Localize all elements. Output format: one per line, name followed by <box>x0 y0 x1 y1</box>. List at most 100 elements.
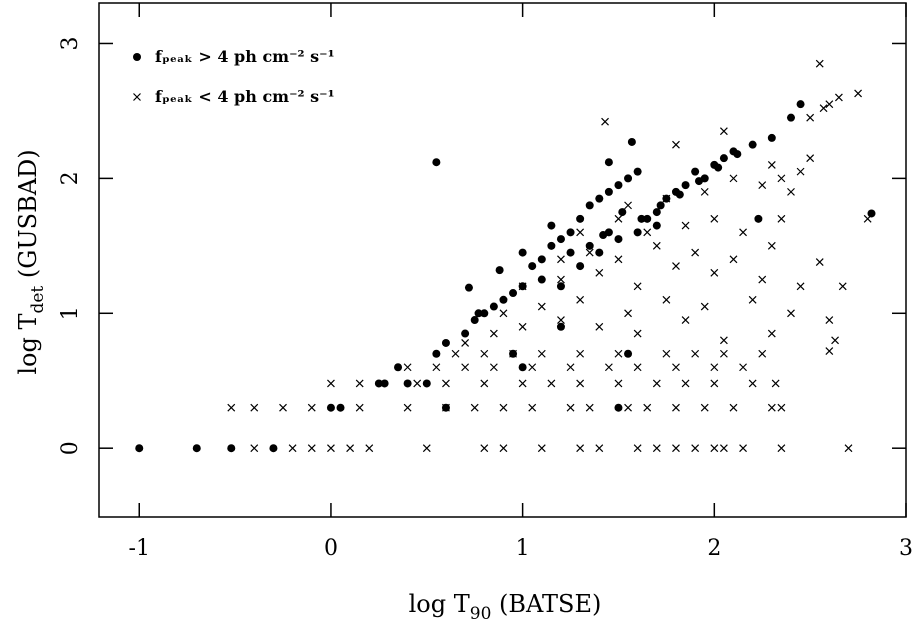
point <box>643 214 652 223</box>
point <box>499 444 508 453</box>
point <box>681 221 690 230</box>
point <box>624 349 633 358</box>
point <box>499 295 508 304</box>
point <box>710 363 719 372</box>
point <box>346 444 355 453</box>
point <box>662 295 671 304</box>
point <box>767 403 776 412</box>
point <box>432 158 441 167</box>
point <box>576 262 585 271</box>
point <box>618 208 627 217</box>
point <box>557 255 565 264</box>
point <box>537 255 546 264</box>
point <box>815 258 824 266</box>
point <box>489 363 498 372</box>
point <box>714 163 723 172</box>
point <box>710 379 719 388</box>
point <box>595 248 604 257</box>
point <box>748 140 757 149</box>
point <box>595 194 604 203</box>
point <box>729 255 738 264</box>
point <box>729 174 738 183</box>
point <box>566 228 575 237</box>
point <box>576 349 585 358</box>
point <box>518 322 527 331</box>
point <box>700 187 709 196</box>
point <box>777 214 786 223</box>
point <box>825 316 834 324</box>
point <box>556 322 565 331</box>
point <box>269 444 278 453</box>
point <box>796 100 805 109</box>
point <box>480 444 489 453</box>
point <box>422 444 431 453</box>
point <box>403 379 412 388</box>
point <box>672 363 680 372</box>
point <box>585 248 594 257</box>
x-label-main: log T <box>409 590 470 618</box>
point <box>739 444 747 453</box>
point <box>854 89 863 98</box>
point <box>192 444 201 453</box>
point <box>499 403 508 412</box>
point <box>614 349 623 358</box>
point <box>633 167 642 176</box>
point <box>691 349 700 358</box>
point <box>227 403 236 412</box>
legend-marker <box>133 93 141 101</box>
point <box>509 349 517 358</box>
legend-marker <box>133 53 141 61</box>
point <box>652 379 661 388</box>
point <box>556 282 565 291</box>
point <box>838 282 847 291</box>
point <box>480 309 489 318</box>
point <box>326 403 335 412</box>
point <box>672 140 680 149</box>
point <box>557 275 565 284</box>
point <box>729 403 738 412</box>
point <box>771 379 780 388</box>
point <box>719 154 728 163</box>
point <box>279 403 287 412</box>
point <box>327 379 335 388</box>
legend-label: fₚₑₐₖ > 4 ph cm⁻² s⁻¹ <box>155 47 335 66</box>
point <box>672 444 680 453</box>
point <box>576 444 585 453</box>
point <box>806 113 815 122</box>
point <box>585 201 594 210</box>
x-tick-label: 0 <box>324 536 338 561</box>
point <box>599 231 608 240</box>
point <box>719 349 728 358</box>
point <box>633 228 642 237</box>
point <box>681 316 690 324</box>
point <box>777 174 786 183</box>
point <box>528 363 537 372</box>
x-label-after: (BATSE) <box>491 590 601 618</box>
point <box>461 329 470 338</box>
point <box>652 221 661 230</box>
point <box>787 187 795 196</box>
point <box>633 282 642 291</box>
x-tick-label: -1 <box>129 536 150 561</box>
point <box>710 444 719 453</box>
point <box>700 403 709 412</box>
point <box>719 444 728 453</box>
point <box>672 403 680 412</box>
point <box>547 379 556 388</box>
y-tick-label: 1 <box>58 306 83 320</box>
y-axis-label: log Tdet (GUSBAD) <box>14 149 48 374</box>
point <box>796 167 805 176</box>
point <box>470 316 479 325</box>
point <box>806 154 815 163</box>
point <box>307 403 316 412</box>
y-tick-label: 0 <box>58 441 83 455</box>
point <box>394 363 403 372</box>
point <box>624 403 632 412</box>
y-label-sub: det <box>28 286 48 314</box>
point <box>796 282 805 291</box>
point <box>633 444 642 453</box>
point <box>528 262 537 271</box>
point <box>355 403 364 412</box>
x-tick-label: 2 <box>707 536 721 561</box>
point <box>748 295 757 304</box>
